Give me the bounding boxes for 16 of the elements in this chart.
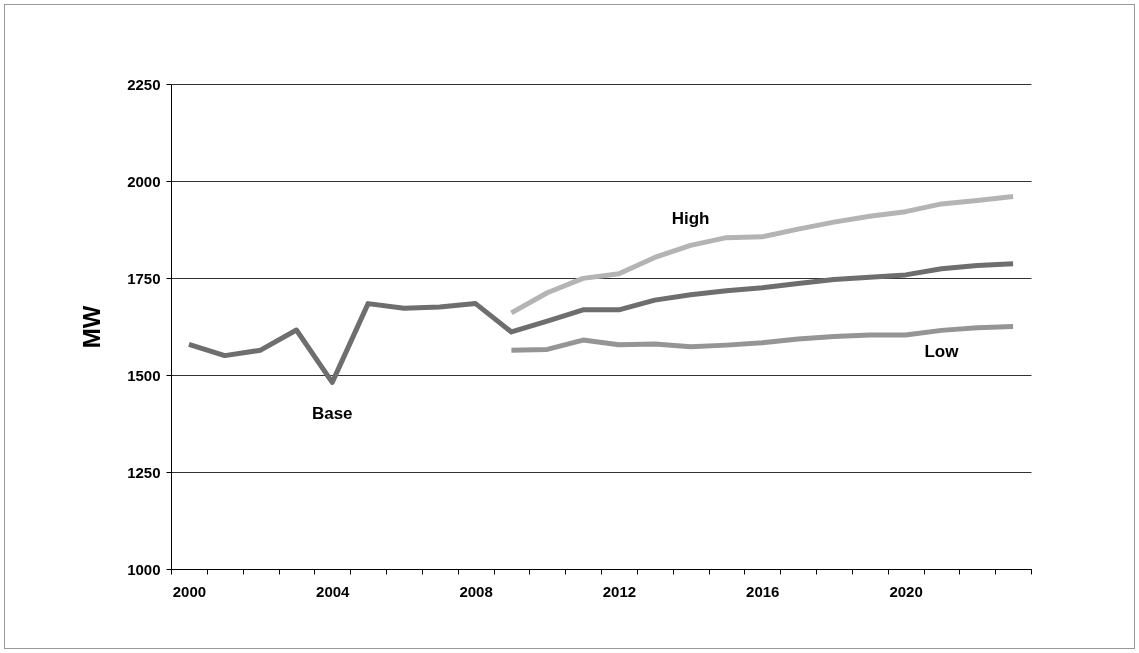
y-tick-label: 2000 xyxy=(127,172,161,190)
x-tick-label: 2004 xyxy=(316,582,351,600)
x-tick-label: 2000 xyxy=(172,582,207,600)
series-label: High xyxy=(671,209,710,229)
y-tick-label: 1750 xyxy=(127,269,161,287)
x-tick-label: 2012 xyxy=(602,582,637,600)
x-tick-label: 2008 xyxy=(459,582,493,600)
y-tick-label: 1500 xyxy=(127,366,161,384)
series-label: Low xyxy=(924,342,960,362)
x-tick-label: 2020 xyxy=(889,582,923,600)
y-tick-label: 2250 xyxy=(127,75,161,93)
y-tick-label: 1000 xyxy=(127,560,161,578)
y-axis-title: MW xyxy=(78,305,106,349)
y-tick-label: 1250 xyxy=(127,463,161,481)
series-label: Base xyxy=(311,404,353,424)
x-tick-label: 2016 xyxy=(746,582,780,600)
